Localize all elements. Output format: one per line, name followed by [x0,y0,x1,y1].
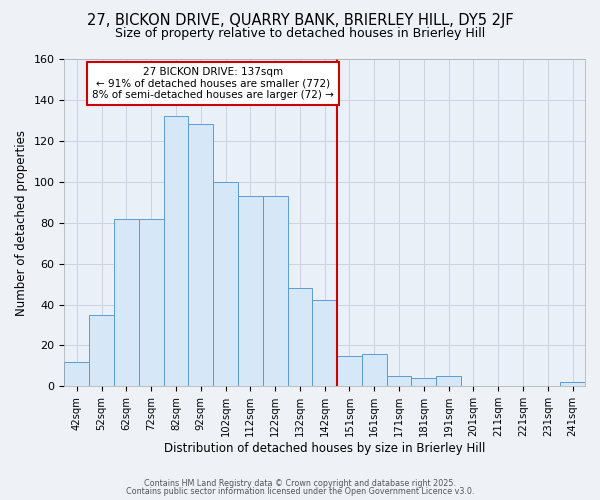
Text: 27 BICKON DRIVE: 137sqm
← 91% of detached houses are smaller (772)
8% of semi-de: 27 BICKON DRIVE: 137sqm ← 91% of detache… [92,67,334,100]
Text: Size of property relative to detached houses in Brierley Hill: Size of property relative to detached ho… [115,28,485,40]
Bar [238,196,263,386]
X-axis label: Distribution of detached houses by size in Brierley Hill: Distribution of detached houses by size … [164,442,485,455]
Text: Contains HM Land Registry data © Crown copyright and database right 2025.: Contains HM Land Registry data © Crown c… [144,478,456,488]
Bar [412,378,436,386]
Bar [89,314,114,386]
Bar [64,362,89,386]
Bar [213,182,238,386]
Bar [139,218,164,386]
Bar [313,300,337,386]
Bar [560,382,585,386]
Bar [263,196,287,386]
Bar [287,288,313,386]
Bar [337,356,362,386]
Bar [164,116,188,386]
Bar [362,354,386,386]
Text: Contains public sector information licensed under the Open Government Licence v3: Contains public sector information licen… [126,487,474,496]
Text: 27, BICKON DRIVE, QUARRY BANK, BRIERLEY HILL, DY5 2JF: 27, BICKON DRIVE, QUARRY BANK, BRIERLEY … [86,12,514,28]
Bar [114,218,139,386]
Y-axis label: Number of detached properties: Number of detached properties [15,130,28,316]
Bar [386,376,412,386]
Bar [188,124,213,386]
Bar [436,376,461,386]
